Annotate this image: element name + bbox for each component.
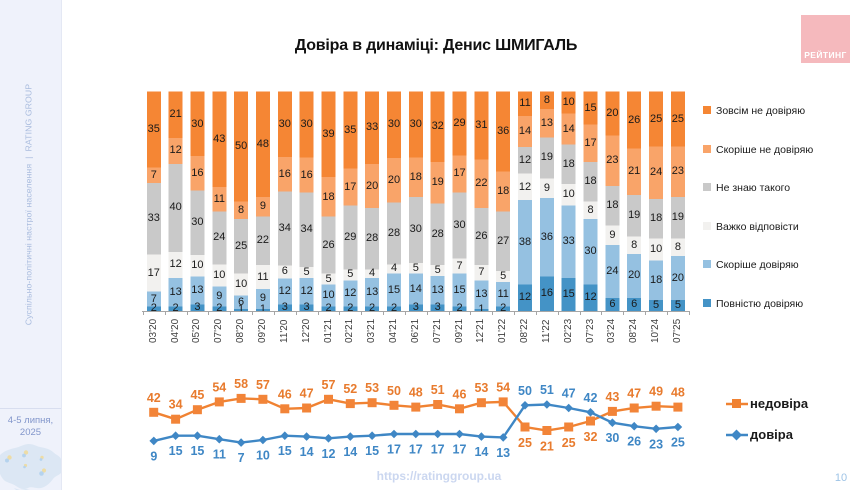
svg-text:51: 51 [431, 383, 445, 397]
svg-text:45: 45 [190, 388, 204, 402]
svg-text:34: 34 [169, 398, 183, 412]
svg-text:50: 50 [518, 384, 532, 398]
svg-text:10: 10 [256, 449, 270, 463]
svg-text:17: 17 [431, 443, 445, 457]
svg-text:47: 47 [300, 387, 314, 401]
svg-text:7: 7 [238, 451, 245, 465]
svg-text:43: 43 [605, 390, 619, 404]
svg-text:25: 25 [562, 436, 576, 450]
svg-text:42: 42 [584, 391, 598, 405]
svg-text:50: 50 [387, 384, 401, 398]
svg-text:51: 51 [540, 383, 554, 397]
svg-text:32: 32 [584, 430, 598, 444]
svg-text:53: 53 [474, 381, 488, 395]
svg-text:54: 54 [212, 380, 226, 394]
svg-text:48: 48 [671, 386, 685, 400]
svg-text:15: 15 [278, 444, 292, 458]
svg-text:26: 26 [627, 435, 641, 449]
svg-text:52: 52 [343, 382, 357, 396]
svg-text:47: 47 [627, 387, 641, 401]
svg-text:11: 11 [213, 448, 226, 462]
svg-text:23: 23 [649, 437, 663, 451]
svg-text:42: 42 [147, 391, 161, 405]
svg-text:15: 15 [169, 444, 183, 458]
svg-text:30: 30 [605, 431, 619, 445]
svg-text:46: 46 [278, 387, 292, 401]
svg-text:17: 17 [409, 443, 423, 457]
svg-text:48: 48 [409, 386, 423, 400]
svg-text:14: 14 [343, 445, 357, 459]
svg-text:53: 53 [365, 381, 379, 395]
svg-text:15: 15 [190, 444, 204, 458]
svg-text:25: 25 [671, 436, 685, 450]
svg-text:57: 57 [322, 378, 336, 392]
svg-text:47: 47 [562, 387, 576, 401]
svg-text:49: 49 [649, 385, 663, 399]
svg-text:25: 25 [518, 436, 532, 450]
svg-text:17: 17 [387, 443, 401, 457]
svg-text:17: 17 [453, 443, 467, 457]
svg-text:57: 57 [256, 378, 270, 392]
svg-text:15: 15 [365, 444, 379, 458]
svg-text:58: 58 [234, 377, 248, 391]
svg-text:9: 9 [150, 449, 157, 463]
svg-text:54: 54 [496, 380, 510, 394]
svg-text:14: 14 [300, 445, 314, 459]
svg-text:46: 46 [453, 387, 467, 401]
svg-text:13: 13 [496, 446, 510, 460]
svg-text:14: 14 [474, 445, 488, 459]
svg-text:21: 21 [540, 440, 554, 454]
svg-text:12: 12 [322, 447, 336, 461]
